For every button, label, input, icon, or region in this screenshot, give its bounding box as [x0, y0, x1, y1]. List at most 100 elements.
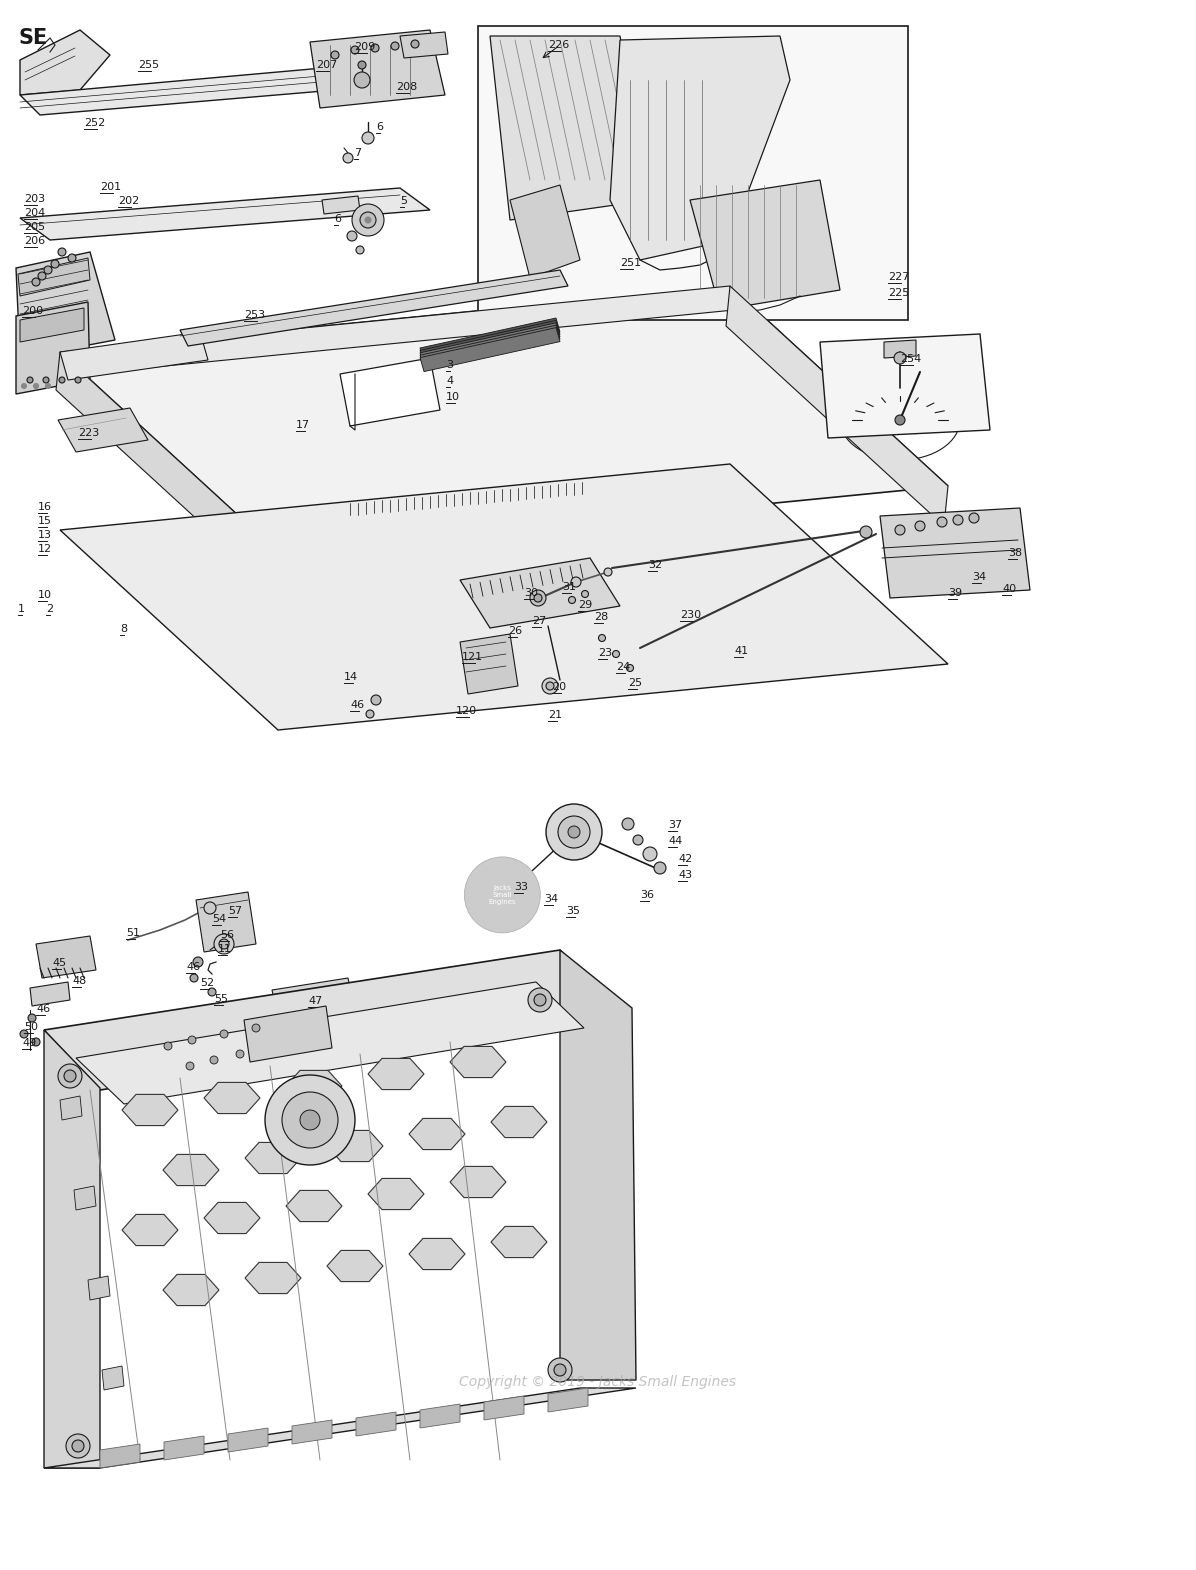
Text: 25: 25 [628, 678, 642, 688]
Text: 47: 47 [309, 995, 322, 1006]
Circle shape [350, 46, 359, 53]
Circle shape [347, 231, 356, 242]
Circle shape [354, 72, 370, 88]
Polygon shape [36, 936, 96, 978]
Polygon shape [77, 981, 584, 1104]
Text: 251: 251 [620, 257, 641, 268]
Polygon shape [205, 1203, 260, 1234]
Circle shape [358, 61, 366, 69]
Polygon shape [20, 61, 431, 115]
Polygon shape [56, 352, 277, 590]
Circle shape [190, 973, 199, 981]
Circle shape [365, 217, 371, 223]
Polygon shape [164, 1437, 205, 1460]
Text: 40: 40 [1002, 584, 1017, 593]
Text: 203: 203 [24, 195, 45, 204]
Polygon shape [450, 1047, 506, 1077]
Polygon shape [327, 1250, 383, 1281]
Circle shape [68, 254, 77, 262]
Circle shape [581, 590, 588, 598]
Polygon shape [16, 301, 90, 394]
Circle shape [527, 988, 553, 1013]
Text: 17: 17 [295, 421, 310, 430]
Polygon shape [44, 1030, 100, 1468]
Polygon shape [327, 1130, 383, 1162]
Circle shape [28, 377, 33, 383]
Polygon shape [450, 1167, 506, 1198]
Text: 28: 28 [594, 612, 609, 622]
Polygon shape [16, 253, 115, 358]
Polygon shape [60, 465, 948, 730]
Circle shape [366, 710, 374, 717]
Text: 21: 21 [548, 710, 562, 721]
Circle shape [43, 377, 49, 383]
Text: 7: 7 [354, 148, 361, 159]
Polygon shape [163, 1275, 219, 1306]
Polygon shape [20, 30, 110, 96]
Polygon shape [420, 1404, 460, 1429]
Text: 45: 45 [51, 958, 66, 969]
Circle shape [187, 1061, 194, 1071]
Polygon shape [340, 358, 440, 425]
Text: 36: 36 [640, 890, 654, 900]
Polygon shape [286, 1190, 342, 1221]
Circle shape [20, 1030, 28, 1038]
Text: 13: 13 [38, 531, 51, 540]
Circle shape [252, 1024, 260, 1031]
Circle shape [391, 42, 399, 50]
Polygon shape [271, 978, 356, 1028]
Text: 39: 39 [948, 589, 962, 598]
Circle shape [51, 261, 59, 268]
Circle shape [59, 377, 65, 383]
Polygon shape [60, 1096, 83, 1119]
Text: Jacks
Small
Engines: Jacks Small Engines [488, 885, 517, 904]
Circle shape [65, 1071, 77, 1082]
Circle shape [895, 414, 905, 425]
Text: 57: 57 [228, 906, 242, 915]
Text: SE: SE [18, 28, 48, 49]
Circle shape [513, 879, 523, 889]
Text: 206: 206 [24, 236, 45, 246]
Text: 34: 34 [544, 893, 559, 904]
Text: 6: 6 [376, 122, 383, 132]
Polygon shape [509, 185, 580, 278]
Text: 32: 32 [648, 560, 663, 570]
Circle shape [530, 590, 547, 606]
Circle shape [568, 597, 575, 603]
Circle shape [57, 248, 66, 256]
Circle shape [44, 265, 51, 275]
Polygon shape [420, 319, 560, 363]
Polygon shape [30, 981, 71, 1006]
Text: 12: 12 [38, 543, 53, 554]
Polygon shape [57, 408, 148, 452]
Polygon shape [205, 1082, 260, 1113]
Circle shape [220, 1030, 228, 1038]
Circle shape [622, 818, 634, 831]
Text: 205: 205 [24, 221, 45, 232]
Text: Copyright © 2019 - Jacks Small Engines: Copyright © 2019 - Jacks Small Engines [459, 1375, 737, 1388]
Polygon shape [420, 320, 560, 364]
Circle shape [356, 246, 364, 254]
Circle shape [360, 212, 376, 228]
Circle shape [57, 1064, 83, 1088]
Polygon shape [44, 950, 618, 1090]
Text: 2: 2 [45, 604, 53, 614]
Text: 8: 8 [120, 623, 127, 634]
Circle shape [343, 152, 353, 163]
Text: 50: 50 [24, 1022, 38, 1031]
Text: 207: 207 [316, 60, 337, 71]
Circle shape [300, 1110, 321, 1130]
Circle shape [568, 826, 580, 838]
Polygon shape [20, 308, 84, 342]
Text: 225: 225 [887, 287, 909, 298]
Circle shape [236, 1050, 244, 1058]
Polygon shape [409, 1239, 465, 1270]
Circle shape [219, 939, 228, 948]
Polygon shape [690, 181, 840, 309]
Text: 226: 226 [548, 39, 569, 50]
Text: 38: 38 [1008, 548, 1023, 557]
Text: 1: 1 [18, 604, 25, 614]
Polygon shape [726, 286, 948, 526]
Circle shape [210, 1057, 218, 1064]
Circle shape [66, 1433, 90, 1459]
